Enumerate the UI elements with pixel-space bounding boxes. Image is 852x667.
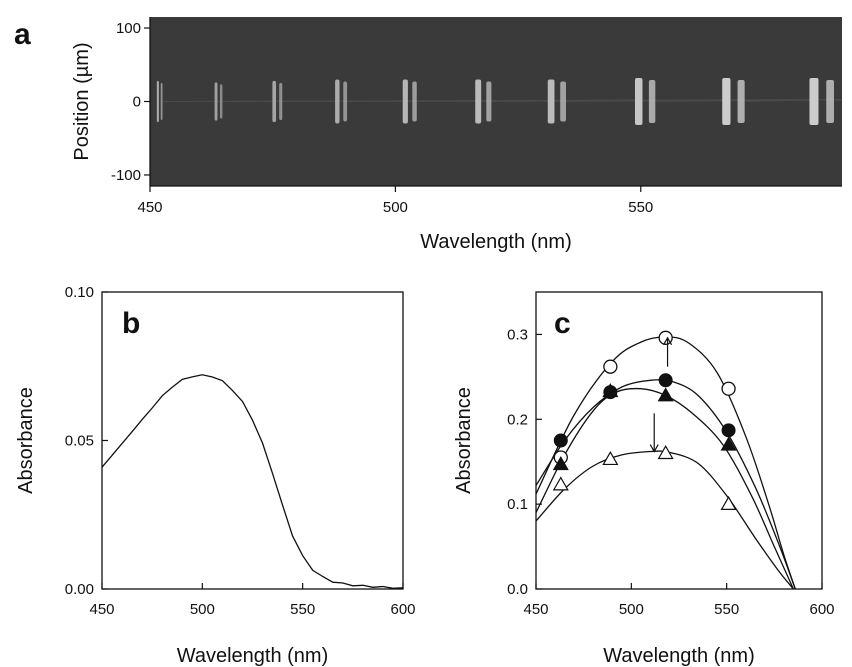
x-tick-label: 500: [383, 199, 408, 216]
panel-c-label: c: [554, 307, 571, 340]
x-tick-label: 450: [523, 601, 548, 618]
panel-c-x-axis-label: Wavelength (nm): [603, 645, 755, 667]
panel-a-y-ticks: 100 0 -100: [111, 20, 150, 184]
spectral-band: [809, 77, 843, 126]
panel-a-label: a: [14, 18, 31, 51]
filled-circle-point: [553, 433, 568, 448]
panel-b-x-ticks: 450 500 550 600: [89, 583, 416, 618]
panel-b-x-axis-label: Wavelength (nm): [177, 645, 329, 667]
panel-a-y-axis-label: Position (µm): [71, 42, 93, 160]
y-tick-label: 100: [116, 20, 141, 37]
panel-b: b 450 500 550 600 0.10 0.05 0.00 Wavelength (…: [15, 284, 416, 667]
y-tick-label: 0.00: [65, 581, 94, 598]
y-tick-label: 0.05: [65, 433, 94, 450]
fit-curve-open-triangle: [536, 450, 794, 589]
open-circle-point: [721, 381, 736, 396]
x-tick-label: 550: [628, 199, 653, 216]
panel-c-y-ticks: 0.3 0.2 0.1 0.0: [507, 326, 542, 598]
open-triangle-point: [602, 450, 619, 466]
spectral-bands: [156, 77, 843, 126]
x-tick-label: 600: [809, 601, 834, 618]
panel-a-x-ticks: 450 500 550: [137, 186, 653, 216]
open-triangle-point: [720, 495, 737, 510]
panel-c: c 450 500 550 600 0.3 0.2 0.1 0.0 Wavelength (…: [453, 291, 835, 667]
filled-circle-point: [658, 373, 673, 388]
filled-triangle-point: [552, 456, 569, 471]
x-tick-label: 500: [190, 601, 215, 618]
x-tick-label: 450: [89, 601, 114, 618]
filled-circle-point: [721, 423, 736, 438]
panel-c-plot-frame: [535, 291, 823, 590]
x-tick-label: 450: [137, 199, 162, 216]
fit-curve-filled-triangle: [536, 387, 794, 589]
fit-curve-filled-circle: [536, 379, 796, 589]
panel-a: a 450 500 550 100 0 -100 Wavelength (nm) Pos…: [14, 17, 843, 253]
y-tick-label: 0.1: [507, 496, 528, 513]
x-tick-label: 550: [714, 601, 739, 618]
x-tick-label: 550: [290, 601, 315, 618]
panel-b-plot-frame: [101, 291, 404, 590]
panel-c-data-points: [552, 330, 737, 510]
panel-a-x-axis-label: Wavelength (nm): [420, 231, 572, 253]
y-tick-label: 0.3: [507, 326, 528, 343]
filled-triangle-point: [720, 436, 737, 451]
arrow-up: [663, 336, 673, 367]
panel-b-y-axis-label: Absorbance: [15, 387, 37, 494]
absorbance-spectrum-line: [101, 374, 404, 589]
filled-triangle-point: [602, 383, 619, 398]
open-triangle-point: [552, 476, 569, 491]
filled-triangle-point: [657, 387, 674, 402]
panel-c-x-ticks: 450 500 550 600: [523, 583, 835, 618]
open-circle-point: [603, 359, 618, 374]
x-tick-label: 600: [390, 601, 415, 618]
y-tick-label: 0.10: [65, 284, 94, 301]
x-tick-label: 500: [619, 601, 644, 618]
spectral-band: [722, 77, 843, 126]
panel-c-y-axis-label: Absorbance: [453, 387, 475, 494]
arrow-down: [649, 413, 659, 453]
panel-b-y-ticks: 0.10 0.05 0.00: [65, 284, 108, 598]
y-tick-label: 0: [133, 94, 141, 111]
y-tick-label: -100: [111, 167, 141, 184]
panel-b-label: b: [122, 307, 140, 340]
open-triangle-point: [657, 445, 674, 460]
fit-curve-open-circle: [536, 336, 796, 589]
y-tick-label: 0.2: [507, 411, 528, 428]
panel-c-arrows: [649, 336, 673, 453]
y-tick-label: 0.0: [507, 581, 528, 598]
